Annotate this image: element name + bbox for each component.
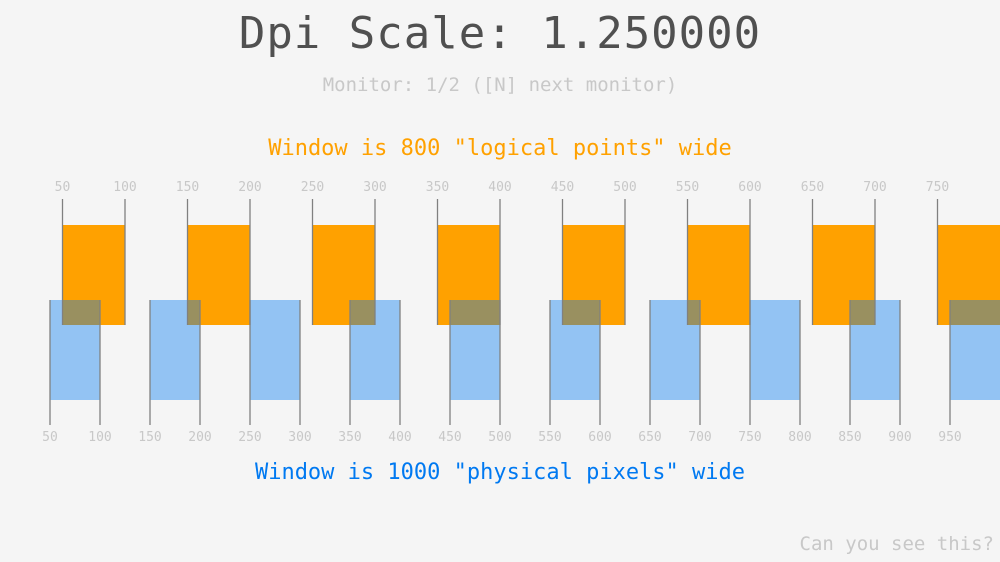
physical-rect [550, 300, 600, 400]
logical-tick-label: 150 [176, 180, 199, 195]
physical-rect [250, 300, 300, 400]
logical-tick-label: 500 [613, 180, 636, 195]
physical-tick-label: 700 [688, 430, 711, 445]
logical-rect [937, 225, 1000, 325]
physical-tick-label: 800 [788, 430, 811, 445]
logical-tick-label: 250 [301, 180, 324, 195]
physical-tick-label: 600 [588, 430, 611, 445]
physical-tick-label: 200 [188, 430, 211, 445]
logical-tick-label: 600 [738, 180, 761, 195]
logical-tick-label: 700 [863, 180, 886, 195]
logical-tick-label: 100 [113, 180, 136, 195]
logical-rect [437, 225, 500, 325]
logical-rect [812, 225, 875, 325]
physical-tick-label: 100 [88, 430, 111, 445]
physical-tick-label: 500 [488, 430, 511, 445]
dpi-scale-title: Dpi Scale: 1.250000 [238, 8, 762, 59]
physical-rect [450, 300, 500, 400]
physical-rect [150, 300, 200, 400]
logical-tick-label: 300 [363, 180, 386, 195]
logical-rect [187, 225, 250, 325]
footer-text: Can you see this? [799, 533, 994, 555]
logical-tick-label: 650 [801, 180, 824, 195]
logical-tick-label: 50 [55, 180, 71, 195]
physical-tick-label: 400 [388, 430, 411, 445]
physical-tick-label: 350 [338, 430, 361, 445]
physical-tick-label: 300 [288, 430, 311, 445]
logical-rect [312, 225, 375, 325]
physical-tick-label: 550 [538, 430, 561, 445]
logical-tick-label: 550 [676, 180, 699, 195]
physical-tick-label: 150 [138, 430, 161, 445]
physical-tick-label: 950 [938, 430, 961, 445]
physical-rect [750, 300, 800, 400]
physical-tick-label: 650 [638, 430, 661, 445]
physical-tick-label: 850 [838, 430, 861, 445]
physical-tick-label: 450 [438, 430, 461, 445]
physical-rect [50, 300, 100, 400]
logical-rect [687, 225, 750, 325]
physical-tick-label: 50 [42, 430, 58, 445]
physical-rect [950, 300, 1000, 400]
physical-tick-label: 900 [888, 430, 911, 445]
logical-tick-label: 750 [926, 180, 949, 195]
logical-tick-label: 450 [551, 180, 574, 195]
logical-rect [562, 225, 625, 325]
physical-rect [650, 300, 700, 400]
physical-tick-label: 250 [238, 430, 261, 445]
logical-points-caption: Window is 800 "logical points" wide [268, 136, 732, 161]
physical-pixels-caption: Window is 1000 "physical pixels" wide [254, 460, 746, 485]
monitor-info: Monitor: 1/2 ([N] next monitor) [322, 74, 678, 96]
logical-tick-label: 400 [488, 180, 511, 195]
logical-tick-label: 350 [426, 180, 449, 195]
physical-tick-label: 750 [738, 430, 761, 445]
logical-rect [62, 225, 125, 325]
logical-tick-label: 200 [238, 180, 261, 195]
